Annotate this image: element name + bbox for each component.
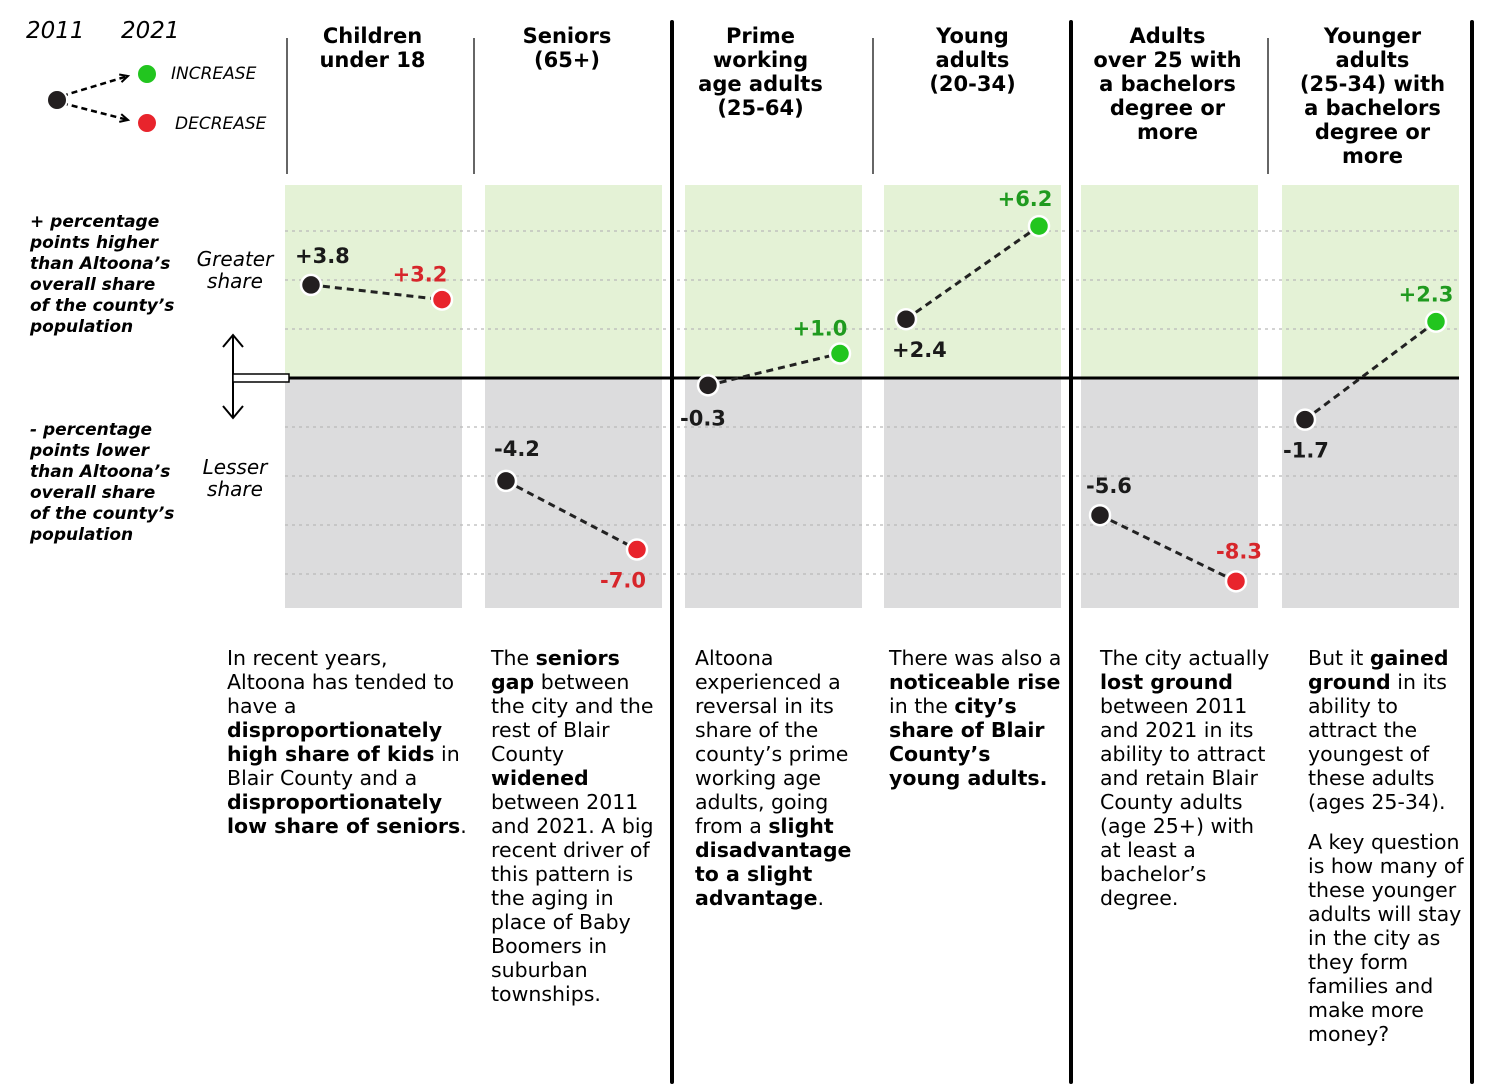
start-point bbox=[1088, 503, 1112, 527]
end-value-label: -7.0 bbox=[600, 569, 646, 593]
note-text: in its ability to attract the youngest o… bbox=[1308, 670, 1447, 814]
end-point bbox=[828, 342, 852, 365]
note-prime-working: Altoona experienced a reversal in its sh… bbox=[695, 646, 865, 910]
legend-year-end: 2021 bbox=[121, 18, 180, 44]
end-value-label: -8.3 bbox=[1216, 539, 1262, 563]
start-point bbox=[494, 469, 518, 493]
legend-increase-dot bbox=[136, 63, 158, 85]
end-value-label: +1.0 bbox=[793, 317, 848, 341]
header-younger-adults-bachelors: Younger adults (25-34) with a bachelors … bbox=[1299, 24, 1446, 168]
note-text: . bbox=[817, 886, 825, 910]
header-seniors: Seniors (65+) bbox=[522, 24, 612, 72]
legend-decrease-label: DECREASE bbox=[175, 114, 267, 134]
upper-axis-note: + percentage points higher than Altoona’… bbox=[30, 212, 175, 337]
note-text: between 2011 and 2021. A big recent driv… bbox=[491, 790, 654, 1006]
end-value-label: +3.2 bbox=[393, 263, 448, 287]
slope-line bbox=[1304, 320, 1437, 421]
note-text: The city actually bbox=[1100, 646, 1270, 670]
note-emphasis: seniors gap bbox=[491, 646, 620, 694]
note-text: In recent years, Altoona has tended to h… bbox=[227, 646, 455, 718]
positive-band bbox=[884, 185, 1061, 378]
note-emphasis: lost ground bbox=[1100, 670, 1233, 694]
end-point bbox=[1424, 310, 1448, 333]
slope-line bbox=[310, 283, 443, 302]
slope-line bbox=[505, 479, 638, 551]
negative-band bbox=[285, 378, 462, 608]
legend-arrow-up bbox=[61, 73, 131, 98]
note-text: in Blair County and a bbox=[227, 742, 460, 790]
start-point bbox=[1293, 408, 1317, 431]
start-value-label: -1.7 bbox=[1283, 439, 1329, 463]
note-text: in the bbox=[889, 694, 955, 718]
legend-decrease-dot bbox=[136, 112, 158, 134]
start-value-label: -5.6 bbox=[1086, 474, 1132, 498]
negative-band bbox=[884, 378, 1061, 608]
note-text: There was also a bbox=[889, 646, 1062, 670]
note-emphasis: noticeable rise bbox=[889, 670, 1061, 694]
greater-share-label: Greater share bbox=[196, 247, 274, 293]
axis-connector bbox=[232, 373, 290, 383]
note-text: A key question is how many of these youn… bbox=[1308, 830, 1464, 1046]
start-point bbox=[299, 273, 323, 297]
note-text: But it bbox=[1308, 646, 1370, 670]
header-prime-working: Prime working age adults (25-64) bbox=[698, 24, 823, 120]
positive-band bbox=[1282, 185, 1459, 378]
start-point bbox=[894, 307, 918, 331]
negative-band bbox=[485, 378, 662, 608]
note-children: In recent years, Altoona has tended to h… bbox=[227, 646, 472, 838]
positive-band bbox=[485, 185, 662, 378]
header-children: Children under 18 bbox=[319, 24, 426, 72]
start-value-label: +2.4 bbox=[892, 338, 947, 362]
note-emphasis: disproportionately low share of seniors bbox=[227, 790, 461, 838]
negative-band bbox=[1081, 378, 1258, 608]
slope-line bbox=[905, 224, 1040, 321]
note-text: The bbox=[491, 646, 536, 670]
note-seniors: The seniors gap between the city and the… bbox=[491, 646, 661, 1006]
slope-line bbox=[1099, 513, 1237, 583]
note-emphasis: gained ground bbox=[1308, 646, 1449, 694]
note-adults-bachelors: The city actually lost ground between 20… bbox=[1100, 646, 1280, 910]
legend-start-dot bbox=[46, 89, 68, 111]
note-emphasis: city’s share of Blair County’s young adu… bbox=[889, 694, 1048, 790]
header-young-adults: Young adults (20-34) bbox=[929, 24, 1016, 96]
end-point bbox=[430, 288, 454, 311]
note-emphasis: widened bbox=[491, 766, 589, 790]
note-emphasis: disproportionately high share of kids bbox=[227, 718, 443, 766]
note-text: between 2011 and 2021 in its ability to … bbox=[1100, 694, 1266, 910]
lesser-share-label: Lesser share bbox=[202, 455, 268, 501]
lower-axis-note: - percentage points lower than Altoona’s… bbox=[30, 420, 175, 545]
end-point bbox=[1224, 570, 1248, 593]
legend-arrow-down bbox=[61, 101, 131, 123]
negative-band bbox=[685, 378, 862, 608]
positive-band bbox=[1081, 185, 1258, 378]
end-value-label: +6.2 bbox=[998, 187, 1053, 211]
end-value-label: +2.3 bbox=[1399, 283, 1454, 307]
end-point bbox=[1027, 214, 1051, 238]
legend-year-start: 2011 bbox=[26, 18, 85, 44]
legend-increase-label: INCREASE bbox=[171, 64, 257, 84]
header-adults-bachelors: Adults over 25 with a bachelors degree o… bbox=[1093, 24, 1242, 144]
note-emphasis: slight disadvantage to a slight advantag… bbox=[695, 814, 852, 910]
note-text: . bbox=[460, 814, 467, 838]
start-value-label: -4.2 bbox=[494, 437, 540, 461]
note-younger-adults-bachelors: But it gained ground in its ability to a… bbox=[1308, 646, 1473, 1046]
start-value-label: +3.8 bbox=[295, 244, 350, 268]
note-text: between the city and the rest of Blair C… bbox=[491, 670, 654, 766]
note-young-adults: There was also a noticeable rise in the … bbox=[889, 646, 1064, 790]
start-point bbox=[696, 374, 720, 397]
start-value-label: -0.3 bbox=[680, 406, 726, 430]
end-point bbox=[625, 538, 649, 561]
slope-line bbox=[707, 352, 841, 387]
note-text: Altoona experienced a reversal in its sh… bbox=[695, 646, 849, 838]
